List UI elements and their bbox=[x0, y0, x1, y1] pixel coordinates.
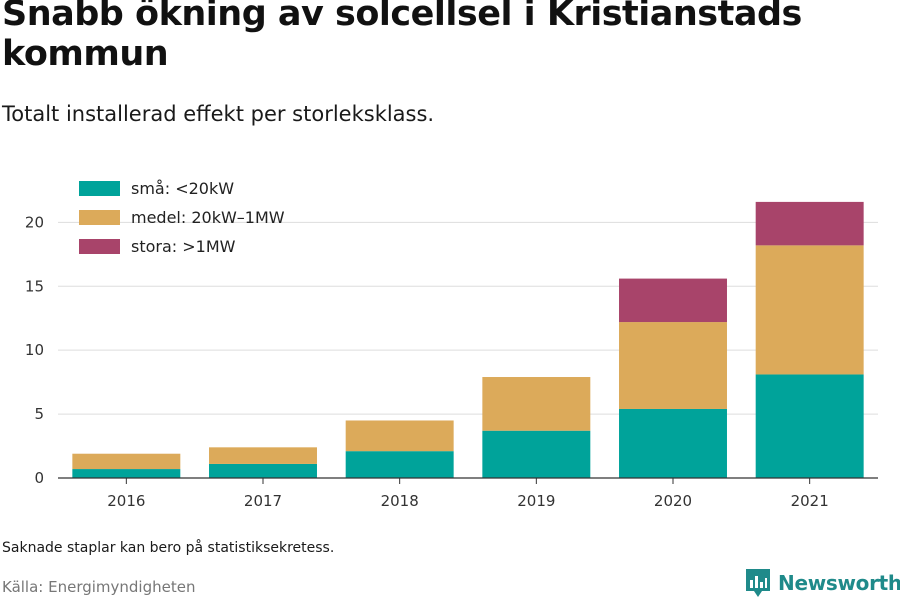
bar-segment bbox=[619, 408, 727, 478]
bar-segment bbox=[345, 420, 454, 452]
legend-label: små: <20kW bbox=[131, 179, 234, 198]
bar-segment bbox=[72, 453, 181, 470]
footnote: Saknade staplar kan bero på statistiksek… bbox=[2, 540, 335, 556]
legend-label: stora: >1MW bbox=[131, 237, 236, 256]
legend-swatch bbox=[79, 210, 120, 225]
brand-name: Newsworthy bbox=[778, 571, 900, 595]
y-tick-label: 0 bbox=[34, 469, 44, 487]
bar-segment bbox=[209, 447, 317, 464]
x-tick-label: 2018 bbox=[381, 492, 419, 510]
bar-segment bbox=[755, 245, 864, 375]
y-tick-label: 20 bbox=[25, 213, 44, 231]
bar-segment bbox=[755, 201, 864, 246]
bar-segment bbox=[72, 469, 181, 478]
legend-swatch bbox=[79, 181, 120, 196]
brand-logo: Newsworthy bbox=[744, 566, 900, 600]
x-tick-label: 2017 bbox=[244, 492, 282, 510]
stacked-bar-chart: 0 5 10 15 20 2016 2017 2018 2019 2020 2021 små: <… bbox=[25, 179, 878, 510]
x-axis: 2016 2017 2018 2019 2020 2021 bbox=[58, 477, 878, 510]
gridlines bbox=[58, 221, 878, 415]
bar-segment bbox=[755, 374, 864, 478]
source-credit: Källa: Energimyndigheten bbox=[2, 578, 196, 596]
bar-segment bbox=[482, 377, 591, 431]
legend-label: medel: 20kW–1MW bbox=[131, 208, 285, 227]
x-tick-label: 2020 bbox=[654, 492, 692, 510]
chart-subtitle: Totalt installerad effekt per storlekskl… bbox=[2, 102, 435, 126]
y-tick-label: 10 bbox=[25, 341, 44, 359]
x-tick-label: 2021 bbox=[791, 492, 829, 510]
legend: små: <20kW medel: 20kW–1MW stora: >1MW bbox=[79, 179, 285, 256]
bar-segment bbox=[619, 278, 727, 323]
y-tick-label: 5 bbox=[34, 405, 44, 423]
x-tick-label: 2016 bbox=[107, 492, 145, 510]
chart-title: Snabb ökning av solcellsel i Kristiansta… bbox=[2, 0, 802, 74]
bar-segment bbox=[345, 451, 454, 478]
y-tick-label: 15 bbox=[25, 277, 44, 295]
y-axis-ticks: 0 5 10 15 20 bbox=[25, 213, 44, 487]
bars bbox=[72, 201, 864, 478]
x-tick-label: 2019 bbox=[517, 492, 555, 510]
bar-chart-logo-icon bbox=[746, 569, 770, 597]
bar-segment bbox=[209, 463, 317, 478]
legend-swatch bbox=[79, 239, 120, 254]
bar-segment bbox=[619, 322, 727, 409]
bar-segment bbox=[482, 430, 591, 478]
